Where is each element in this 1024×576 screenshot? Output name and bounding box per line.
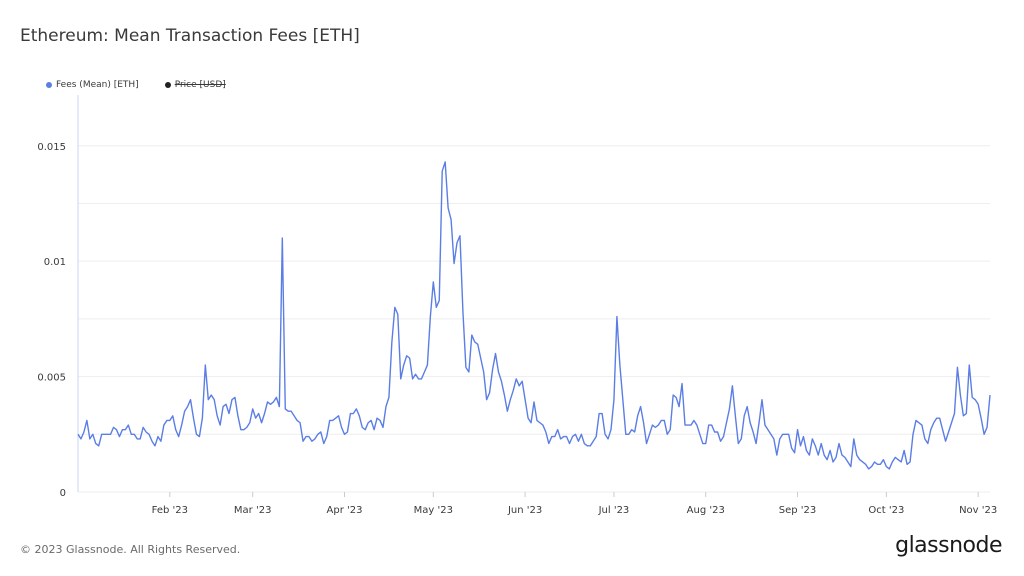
x-tick-label: Feb '23	[152, 505, 188, 516]
copyright-text: © 2023 Glassnode. All Rights Reserved.	[20, 543, 241, 556]
legend-dot-price	[164, 82, 171, 88]
chart-title: Ethereum: Mean Transaction Fees [ETH]	[20, 26, 360, 46]
x-tick-label: Sep '23	[779, 505, 817, 516]
x-tick-label: Oct '23	[868, 505, 904, 516]
legend-dot-fees	[46, 82, 52, 88]
legend-label-fees: Fees (Mean) [ETH]	[56, 80, 139, 90]
x-tick-label: May '23	[414, 505, 453, 516]
series-line-fees	[77, 161, 991, 470]
y-tick-label: 0.015	[37, 142, 66, 153]
x-tick-label: Aug '23	[687, 505, 725, 516]
x-tick-label: Jul '23	[598, 505, 630, 516]
legend: Fees (Mean) [ETH] Price [USD]	[46, 80, 226, 90]
y-tick-label: 0.01	[44, 257, 66, 268]
x-tick-label: Nov '23	[959, 505, 997, 516]
y-tick-label: 0	[60, 488, 66, 499]
glassnode-logo: glassnode	[895, 533, 1002, 558]
x-tick-label: Mar '23	[234, 505, 272, 516]
legend-label-price: Price [USD]	[174, 80, 226, 90]
y-tick-label: 0.005	[37, 373, 66, 384]
x-tick-label: Jun '23	[507, 505, 542, 516]
legend-item-fees[interactable]: Fees (Mean) [ETH]	[46, 80, 139, 90]
legend-item-price[interactable]: Price [USD]	[164, 80, 226, 90]
x-tick-label: Apr '23	[327, 505, 363, 516]
